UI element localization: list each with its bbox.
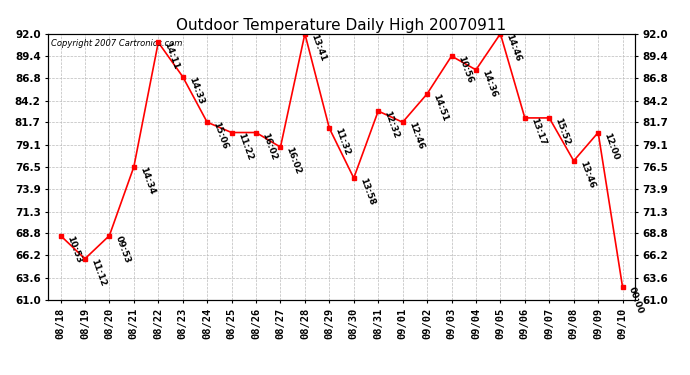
Text: 11:32: 11:32 bbox=[333, 127, 352, 157]
Text: 14:46: 14:46 bbox=[504, 32, 523, 63]
Text: 14:36: 14:36 bbox=[480, 68, 498, 99]
Text: 14:34: 14:34 bbox=[138, 165, 157, 196]
Text: 12:32: 12:32 bbox=[382, 110, 401, 140]
Title: Outdoor Temperature Daily High 20070911: Outdoor Temperature Daily High 20070911 bbox=[177, 18, 506, 33]
Text: 11:12: 11:12 bbox=[89, 257, 108, 287]
Text: 15:52: 15:52 bbox=[553, 117, 572, 147]
Text: 00:00: 00:00 bbox=[627, 286, 645, 315]
Text: 13:46: 13:46 bbox=[578, 159, 596, 190]
Text: 10:53: 10:53 bbox=[65, 234, 83, 264]
Text: 10:56: 10:56 bbox=[455, 55, 474, 84]
Text: 14:33: 14:33 bbox=[187, 75, 205, 105]
Text: 15:06: 15:06 bbox=[211, 121, 230, 151]
Text: 16:02: 16:02 bbox=[260, 131, 278, 161]
Text: 12:00: 12:00 bbox=[602, 131, 620, 161]
Text: 09:53: 09:53 bbox=[114, 234, 132, 264]
Text: 11:22: 11:22 bbox=[236, 131, 254, 161]
Text: 16:02: 16:02 bbox=[284, 146, 303, 176]
Text: 12:46: 12:46 bbox=[407, 121, 425, 151]
Text: 14:51: 14:51 bbox=[431, 93, 450, 123]
Text: 13:17: 13:17 bbox=[529, 117, 547, 147]
Text: 13:41: 13:41 bbox=[309, 32, 327, 63]
Text: 13:58: 13:58 bbox=[358, 177, 376, 207]
Text: 14:11: 14:11 bbox=[162, 41, 181, 71]
Text: Copyright 2007 Cartronics.com: Copyright 2007 Cartronics.com bbox=[51, 39, 183, 48]
